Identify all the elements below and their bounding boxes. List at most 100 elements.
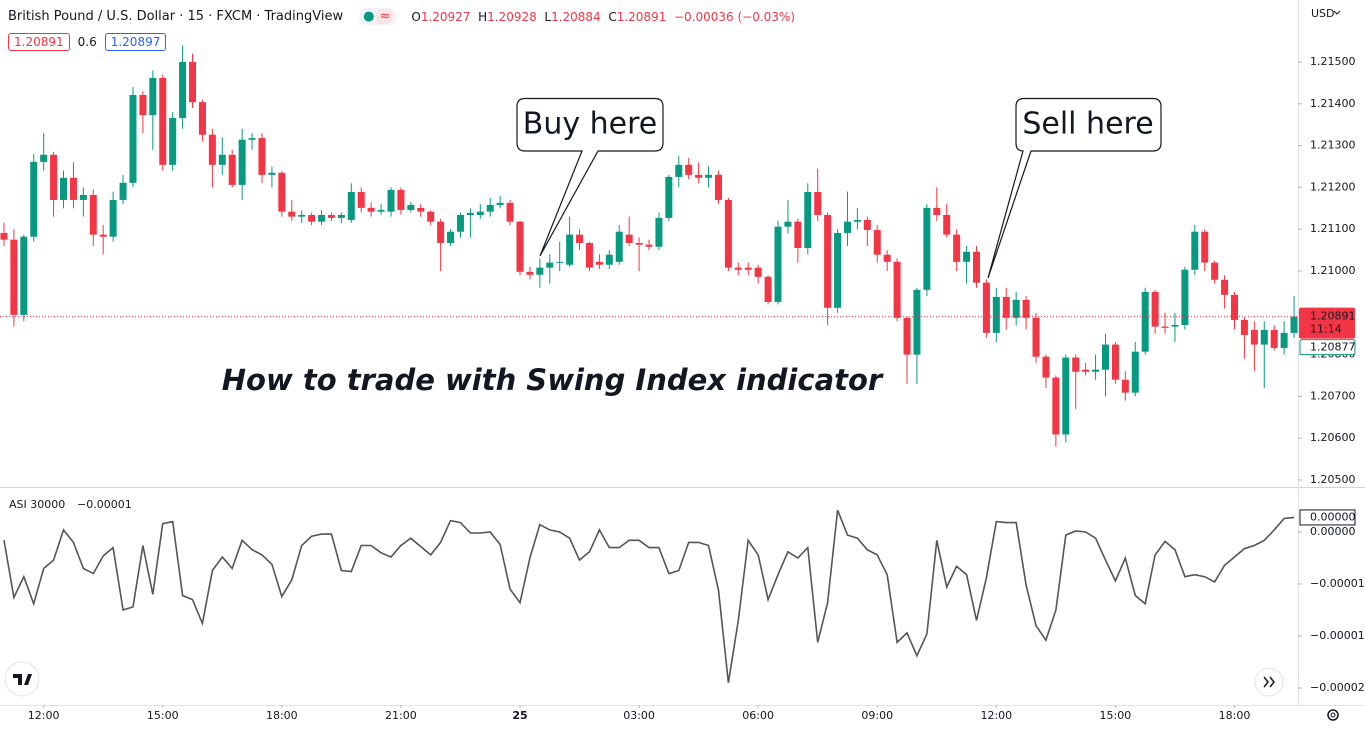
candle-body (60, 177, 68, 200)
candle-body (1171, 324, 1179, 327)
sell-price[interactable]: 1.20891 (8, 33, 70, 51)
candle-body (486, 204, 494, 212)
candle-body (853, 220, 861, 222)
candle-body (764, 276, 772, 302)
candle-body (99, 234, 107, 237)
indicator-line (3, 509, 1295, 683)
candle-body (1022, 299, 1030, 318)
candle-body (79, 194, 87, 200)
candle-body (1131, 351, 1139, 393)
candle-body (218, 154, 226, 165)
scroll-button[interactable] (1254, 667, 1284, 697)
candle-body (119, 182, 127, 200)
sell-callout: Sell here (987, 97, 1162, 279)
candle-body (50, 154, 58, 200)
candle-body (1290, 316, 1298, 333)
indicator-name[interactable]: ASI 30000 (9, 498, 65, 511)
candle-body (1042, 356, 1050, 378)
x-tick-label: 25 (512, 709, 527, 722)
x-tick-label: 12:00 (28, 709, 60, 722)
ohlc-value: 1.20884 (551, 9, 601, 24)
currency-chevron (1333, 10, 1341, 15)
y-tick-label: −0.00001 (1310, 577, 1365, 590)
candle-body (298, 214, 306, 217)
candle-body (278, 172, 286, 212)
x-tick-label: 21:00 (385, 709, 417, 722)
candle-body (982, 282, 990, 333)
candle-body (456, 214, 464, 232)
y-tick-label: 1.21100 (1310, 222, 1356, 235)
last-price-box (1299, 307, 1355, 339)
candle-body (397, 189, 405, 210)
ohlc: O1.20927 H1.20928 L1.20884 C1.20891 −0.0… (411, 10, 795, 24)
ohlc-key: O (411, 9, 421, 24)
indicator-value-box (1299, 509, 1356, 526)
candle-body (149, 77, 157, 116)
y-tick-label: 1.21500 (1310, 55, 1356, 68)
status-badges[interactable]: ● ≈ (359, 8, 398, 25)
candle-body (496, 202, 504, 205)
candle-body (198, 102, 206, 135)
candle-body (347, 191, 355, 221)
candle-body (615, 231, 623, 262)
candle-body (437, 221, 445, 243)
candle-body (1221, 279, 1229, 295)
candle-body (427, 211, 435, 222)
settings-icon[interactable] (1327, 709, 1339, 721)
x-tick-label: 15:00 (1100, 709, 1132, 722)
candle-body (318, 214, 326, 222)
candle-body (923, 207, 931, 290)
chart-title: How to trade with Swing Index indicator (222, 363, 884, 397)
annotation: Buy here (523, 107, 658, 142)
candle-body (873, 230, 881, 255)
candle-body (169, 118, 177, 165)
candle-body (1260, 329, 1268, 345)
candle-body (129, 95, 137, 183)
candle-body (258, 138, 266, 175)
candle-body (327, 214, 335, 218)
candle-body (546, 262, 554, 268)
indicator-value: −0.00001 (77, 498, 132, 511)
candle-body (824, 214, 832, 308)
candle-body (794, 221, 802, 249)
x-tick-label: 03:00 (623, 709, 655, 722)
candle-body (1181, 269, 1189, 325)
candle-body (585, 242, 593, 268)
candle-body (1062, 357, 1070, 435)
candle-body (387, 189, 395, 212)
candle-body (774, 226, 782, 302)
candle-body (843, 221, 851, 233)
candle-body (1201, 231, 1209, 263)
bid-price-label: 1.20877 (1310, 341, 1356, 354)
buy-price[interactable]: 1.20897 (104, 33, 167, 51)
candle-body (744, 267, 752, 270)
candle-body (179, 61, 187, 119)
candle-body (447, 231, 455, 243)
candle-body (1101, 344, 1109, 370)
y-tick-label: 1.20500 (1310, 473, 1356, 486)
candle-body (476, 211, 484, 215)
candle-body (595, 261, 603, 265)
candle-body (407, 204, 415, 210)
candle-body (714, 174, 722, 200)
candle-body (40, 154, 48, 162)
candle-body (992, 296, 1000, 333)
currency[interactable]: USD (1311, 7, 1335, 20)
candle-body (953, 234, 961, 262)
candle-body (724, 199, 732, 268)
symbol[interactable]: British Pound / U.S. Dollar · 15 · FXCM … (8, 9, 344, 24)
tradingview-logo[interactable] (4, 661, 40, 697)
candle-body (1111, 344, 1119, 380)
candle-body (10, 239, 18, 315)
candle-body (1240, 319, 1248, 335)
x-tick-label: 18:00 (266, 709, 298, 722)
ohlc-key: L (544, 9, 552, 24)
candle-body (228, 154, 236, 185)
annotation: Sell here (1022, 107, 1153, 142)
candle-body (308, 214, 316, 222)
candle-body (1032, 317, 1040, 357)
candle-body (506, 202, 514, 222)
candle-body (466, 212, 474, 215)
candle-body (1002, 296, 1010, 318)
